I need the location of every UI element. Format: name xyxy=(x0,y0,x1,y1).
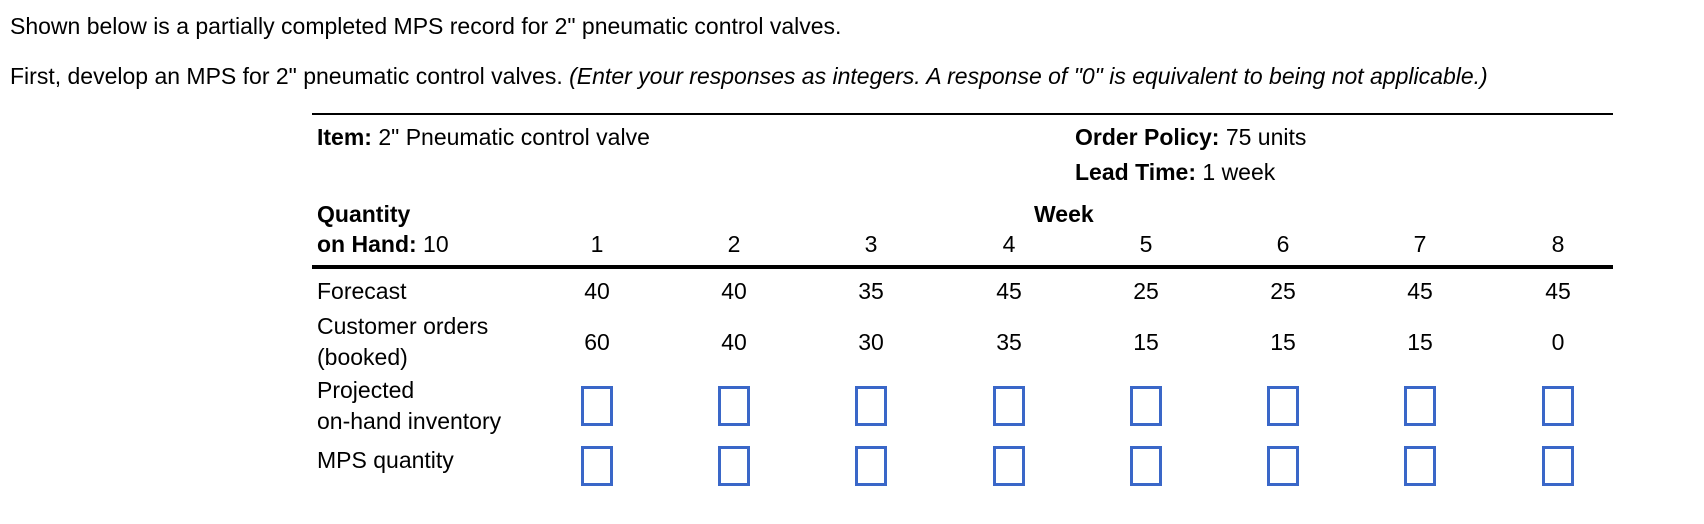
week-number-5: 5 xyxy=(1139,231,1153,257)
instruction-note: (Enter your responses as integers. A res… xyxy=(569,63,1488,89)
mps-quantity-input-week-5[interactable] xyxy=(1130,446,1162,486)
intro-text: Shown below is a partially completed MPS… xyxy=(10,13,842,39)
mps-quantity-input-week-2[interactable] xyxy=(718,446,750,486)
week-number-4: 4 xyxy=(1002,231,1016,257)
order-policy-value: 75 units xyxy=(1225,124,1307,150)
mps-record-table: Item: 2" Pneumatic control valve Order P… xyxy=(312,113,1613,513)
projected-inventory-input-week-3[interactable] xyxy=(855,386,887,426)
lead-time-value: 1 week xyxy=(1202,159,1276,185)
projected-inventory-input-week-1[interactable] xyxy=(581,386,613,426)
lead-time-line: Lead Time: 1 week xyxy=(1075,159,1275,186)
projected-inventory-input-week-6[interactable] xyxy=(1267,386,1299,426)
projected-inventory-row-label: Projected on-hand inventory xyxy=(317,375,501,437)
customer-orders-row-label: Customer orders (booked) xyxy=(317,311,488,373)
forecast-value-week-6: 25 xyxy=(1270,278,1296,304)
customer-orders-value-week-7: 15 xyxy=(1407,329,1433,355)
mps-quantity-input-week-4[interactable] xyxy=(993,446,1025,486)
customer-orders-value-week-2: 40 xyxy=(721,329,747,355)
week-number-6: 6 xyxy=(1276,231,1290,257)
projected-inventory-input-week-2[interactable] xyxy=(718,386,750,426)
week-number-1: 1 xyxy=(590,231,604,257)
projected-inventory-input-week-8[interactable] xyxy=(1542,386,1574,426)
forecast-value-week-2: 40 xyxy=(721,278,747,304)
forecast-value-week-5: 25 xyxy=(1133,278,1159,304)
on-hand-label: on Hand: xyxy=(317,231,417,257)
forecast-value-week-3: 35 xyxy=(858,278,884,304)
week-number-3: 3 xyxy=(864,231,878,257)
instruction-text: First, develop an MPS for 2" pneumatic c… xyxy=(10,63,1488,90)
on-hand-value: 10 xyxy=(423,231,449,257)
week-number-2: 2 xyxy=(727,231,741,257)
item-value: 2" Pneumatic control valve xyxy=(378,124,650,150)
forecast-value-week-1: 40 xyxy=(584,278,610,304)
customer-orders-value-week-6: 15 xyxy=(1270,329,1296,355)
forecast-value-week-8: 45 xyxy=(1545,278,1571,304)
mps-quantity-row-label: MPS quantity xyxy=(317,447,454,473)
projected-inventory-label-line1: Projected xyxy=(317,377,415,403)
customer-orders-value-week-3: 30 xyxy=(858,329,884,355)
customer-orders-label-line2: (booked) xyxy=(317,344,408,370)
customer-orders-value-week-5: 15 xyxy=(1133,329,1159,355)
projected-inventory-input-week-4[interactable] xyxy=(993,386,1025,426)
order-policy-line: Order Policy: 75 units xyxy=(1075,124,1306,151)
forecast-value-week-7: 45 xyxy=(1407,278,1433,304)
week-number-7: 7 xyxy=(1413,231,1427,257)
customer-orders-value-week-8: 0 xyxy=(1551,329,1565,355)
projected-inventory-input-week-5[interactable] xyxy=(1130,386,1162,426)
week-header-label: Week xyxy=(1034,201,1094,227)
forecast-value-week-4: 45 xyxy=(996,278,1022,304)
quantity-on-hand-label-line1: Quantity xyxy=(317,201,411,227)
mps-quantity-input-week-7[interactable] xyxy=(1404,446,1436,486)
item-line: Item: 2" Pneumatic control valve xyxy=(317,124,650,151)
projected-inventory-input-week-7[interactable] xyxy=(1404,386,1436,426)
mps-quantity-input-week-3[interactable] xyxy=(855,446,887,486)
forecast-row-label: Forecast xyxy=(317,278,407,304)
customer-orders-label-line1: Customer orders xyxy=(317,313,489,339)
table-header-divider xyxy=(312,265,1613,269)
order-policy-label: Order Policy: xyxy=(1075,124,1220,150)
quantity-on-hand-line2: on Hand: 10 xyxy=(317,231,449,258)
mps-quantity-input-week-6[interactable] xyxy=(1267,446,1299,486)
instruction-main: First, develop an MPS for 2" pneumatic c… xyxy=(10,63,563,89)
item-label: Item: xyxy=(317,124,372,150)
customer-orders-value-week-4: 35 xyxy=(996,329,1022,355)
customer-orders-value-week-1: 60 xyxy=(584,329,610,355)
projected-inventory-label-line2: on-hand inventory xyxy=(317,408,502,434)
lead-time-label: Lead Time: xyxy=(1075,159,1196,185)
mps-quantity-input-week-1[interactable] xyxy=(581,446,613,486)
week-number-8: 8 xyxy=(1551,231,1565,257)
mps-quantity-input-week-8[interactable] xyxy=(1542,446,1574,486)
